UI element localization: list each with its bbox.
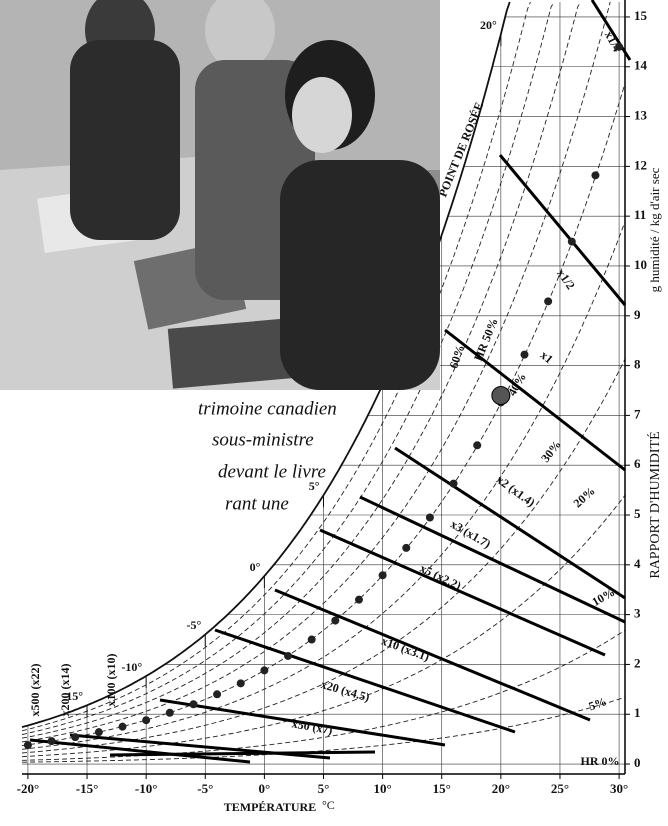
x-tick-label: -10° [135, 781, 158, 796]
data-point [544, 297, 552, 305]
highlight-point [492, 386, 510, 404]
x-tick-label: 10° [374, 781, 392, 796]
data-point [95, 728, 103, 736]
saturation-label: -5° [186, 618, 201, 632]
data-point [473, 441, 481, 449]
dew-point-label: POINT DE ROSÉE [435, 100, 486, 199]
multiplier-label: x3 (x1.7) [448, 517, 493, 551]
caption-line: devant le livre [218, 461, 326, 482]
x-tick-label: 30° [610, 781, 628, 796]
data-point [119, 723, 127, 731]
y-tick-label: 5 [634, 506, 641, 521]
caption-line: rant une [225, 493, 289, 514]
y-tick-label: 2 [634, 655, 641, 670]
data-point [308, 636, 316, 644]
data-point [331, 617, 339, 625]
data-point [591, 171, 599, 179]
y-tick-label: 3 [634, 606, 641, 621]
y-tick-label: 9 [634, 307, 641, 322]
y-axis-unit: g humidité / kg d'air sec [647, 167, 662, 292]
x-tick-label: -15° [76, 781, 99, 796]
y-tick-label: 6 [634, 456, 641, 471]
x-axis-title: TEMPÉRATURE [224, 800, 316, 814]
saturation-label: 0° [250, 560, 261, 574]
y-tick-label: 10 [634, 257, 647, 272]
y-tick-label: 13 [634, 108, 648, 123]
y-tick-label: 12 [634, 157, 647, 172]
data-point [426, 513, 434, 521]
data-point [260, 666, 268, 674]
data-point [615, 43, 623, 51]
x-tick-label: 15° [433, 781, 451, 796]
x-tick-label: 0° [259, 781, 271, 796]
data-point [189, 700, 197, 708]
multiplier-label: x1 [538, 348, 556, 366]
y-tick-label: 11 [634, 207, 646, 222]
y-tick-label: 4 [634, 556, 641, 571]
x-axis-unit: °C [322, 798, 335, 812]
data-point [24, 741, 32, 749]
multiplier-label: x50 (x7) [291, 716, 334, 737]
saturation-label: 20° [480, 18, 497, 32]
caption-line: trimoine canadien [198, 398, 337, 419]
data-point [71, 733, 79, 741]
data-point [379, 571, 387, 579]
x-tick-label: -5° [197, 781, 213, 796]
rh-label: HR 50% [471, 316, 501, 363]
data-point [237, 679, 245, 687]
data-point [213, 690, 221, 698]
multiplier-label: x100 (x10) [104, 654, 118, 707]
y-axis-title: RAPPORT D'HUMIDITÉ [646, 431, 663, 578]
saturation-label: -10° [121, 660, 142, 674]
multiplier-line [275, 590, 590, 720]
multiplier-line [360, 497, 625, 622]
x-tick-label: 25° [551, 781, 569, 796]
data-point [284, 652, 292, 660]
data-point [521, 351, 529, 359]
page: 5%10%20%30%40%HR 50%60%HR 0%POINT DE ROS… [0, 0, 668, 821]
caption: trimoine canadien sous-ministre devant l… [198, 398, 337, 514]
multiplier-line [445, 330, 625, 470]
y-tick-label: 8 [634, 357, 641, 372]
x-tick-label: 20° [492, 781, 510, 796]
data-point [142, 716, 150, 724]
data-point [355, 596, 363, 604]
multiplier-label: x10 (x3.1) [380, 634, 432, 664]
x-tick-label: 5° [318, 781, 330, 796]
photo [0, 0, 440, 390]
multiplier-label: x500 (x22) [28, 664, 42, 717]
multiplier-label: x200 (x14) [58, 664, 72, 717]
data-point [166, 709, 174, 717]
caption-line: sous-ministre [212, 429, 314, 450]
multiplier-label: x2 (x1.4) [494, 472, 538, 509]
data-point [48, 737, 56, 745]
y-tick-label: 15 [634, 8, 648, 23]
rh-label: HR 0% [581, 754, 620, 768]
rh-label: 5% [587, 694, 609, 713]
y-tick-label: 7 [634, 406, 641, 421]
y-tick-label: 1 [634, 705, 641, 720]
data-point [450, 480, 458, 488]
data-point [402, 544, 410, 552]
y-tick-label: 14 [634, 58, 648, 73]
x-tick-label: -20° [17, 781, 40, 796]
multiplier-label: x1/2 [554, 267, 578, 293]
y-tick-label: 0 [634, 755, 641, 770]
data-point [568, 238, 576, 246]
rh-label: 20% [571, 484, 598, 510]
